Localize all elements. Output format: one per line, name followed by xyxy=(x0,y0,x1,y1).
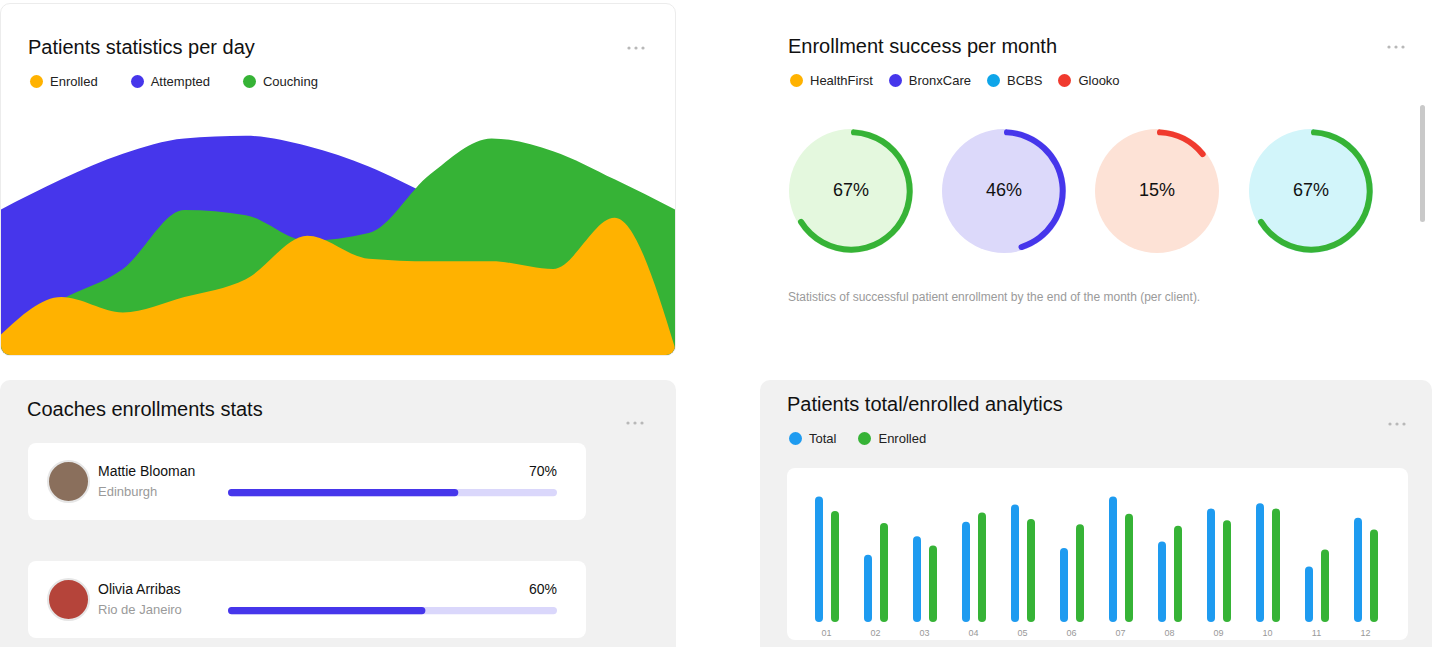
svg-text:07: 07 xyxy=(1115,628,1125,638)
svg-text:10: 10 xyxy=(1262,628,1272,638)
html-text:Glooko: Glooko xyxy=(1078,73,1120,88)
html-text:Enrolled: Enrolled xyxy=(50,74,98,89)
svg-text:01: 01 xyxy=(821,628,831,638)
html-text:Rio de Janeiro: Rio de Janeiro xyxy=(98,602,182,617)
html-text:Patients statistics per day: Patients statistics per day xyxy=(28,36,255,58)
html-text:BronxCare: BronxCare xyxy=(908,73,971,88)
svg-text:03: 03 xyxy=(919,628,929,638)
svg-text:12: 12 xyxy=(1360,628,1370,638)
html-text:46%: 46% xyxy=(986,180,1022,200)
svg-text:06: 06 xyxy=(1066,628,1076,638)
html-text:Coaches enrollments stats: Coaches enrollments stats xyxy=(27,398,263,420)
html-text:67%: 67% xyxy=(833,180,869,200)
html-text:Couching: Couching xyxy=(263,74,318,89)
html-text:70%: 70% xyxy=(529,463,557,479)
html-text:Edinburgh: Edinburgh xyxy=(98,484,158,499)
html-text:Attempted: Attempted xyxy=(150,74,210,89)
html-text:60%: 60% xyxy=(529,581,557,597)
svg-text:11: 11 xyxy=(1312,628,1321,638)
html-text:BCBS: BCBS xyxy=(1007,73,1043,88)
html-text:Total: Total xyxy=(809,431,837,446)
svg-text:02: 02 xyxy=(870,628,880,638)
html-text:Enrollment success per month: Enrollment success per month xyxy=(788,35,1057,57)
svg-text:08: 08 xyxy=(1164,628,1174,638)
svg-text:04: 04 xyxy=(968,628,978,638)
html-text:Olivia Arribas: Olivia Arribas xyxy=(98,581,181,597)
html-text:67%: 67% xyxy=(1293,180,1329,200)
html-text:Enrolled: Enrolled xyxy=(878,431,927,446)
html-text:15%: 15% xyxy=(1139,180,1175,200)
html-text:Statistics of successful patie: Statistics of successful patient enrollm… xyxy=(788,290,1201,304)
svg-text:05: 05 xyxy=(1017,628,1027,638)
html-text:Patients total/enrolled analyt: Patients total/enrolled analytics xyxy=(787,393,1063,415)
html-text:HealthFirst: HealthFirst xyxy=(810,73,873,88)
html-text:Mattie Blooman: Mattie Blooman xyxy=(98,463,196,479)
svg-text:09: 09 xyxy=(1213,628,1223,638)
